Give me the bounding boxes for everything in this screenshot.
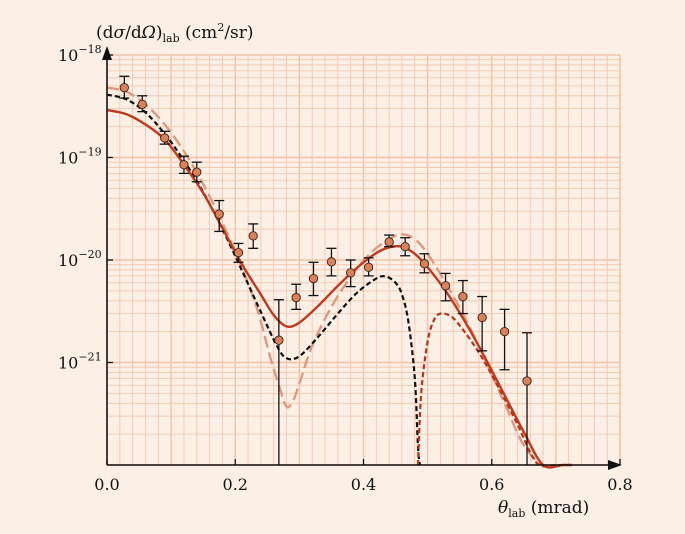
data-point <box>137 95 148 113</box>
data-point <box>363 257 374 277</box>
data-marker <box>308 273 319 284</box>
data-marker <box>179 160 189 170</box>
data-marker <box>160 133 170 143</box>
data-point <box>384 234 395 248</box>
y-tick-label: 10−19 <box>58 146 102 168</box>
data-marker <box>384 237 394 247</box>
data-point <box>214 199 225 233</box>
y-axis-arrow <box>102 46 112 60</box>
data-point <box>457 279 468 315</box>
data-point <box>191 161 202 183</box>
data-point <box>248 223 259 249</box>
data-point <box>326 247 337 277</box>
data-point <box>477 295 488 352</box>
data-marker <box>137 99 147 110</box>
data-marker <box>440 281 451 291</box>
data-point <box>499 308 510 371</box>
y-tick-label: 10−21 <box>58 351 102 373</box>
data-point <box>345 259 356 288</box>
data-point <box>308 261 319 297</box>
x-axis-label: θlab (mrad) <box>498 498 589 520</box>
data-marker <box>499 326 510 337</box>
data-marker <box>400 241 410 252</box>
data-marker <box>419 259 430 269</box>
tick-labels: 0.0 0.2 0.4 0.6 0.8 10−18 10−19 10−20 10−21 <box>58 43 633 494</box>
data-marker <box>119 83 129 93</box>
x-tick-label: 0.2 <box>223 475 248 494</box>
axes <box>102 46 622 470</box>
curve-dashed-red <box>416 312 569 468</box>
data-point <box>522 332 533 465</box>
x-tick-label: 0.0 <box>94 475 119 494</box>
data-point <box>440 272 451 302</box>
data-marker <box>274 335 284 345</box>
data-marker <box>233 247 244 258</box>
data-marker <box>522 376 532 386</box>
data-marker <box>291 292 301 303</box>
data-marker <box>248 231 258 241</box>
data-point <box>119 75 130 99</box>
data-point <box>233 242 244 263</box>
data-marker <box>214 209 224 219</box>
data-marker <box>477 312 487 323</box>
x-tick-label: 0.8 <box>607 475 632 494</box>
data-point <box>159 130 170 145</box>
x-tick-label: 0.4 <box>351 475 376 494</box>
data-point <box>291 283 302 311</box>
data-marker <box>458 291 468 302</box>
data-marker <box>363 262 374 272</box>
grid <box>107 54 621 466</box>
x-tick-label: 0.6 <box>479 475 504 494</box>
y-tick-label: 10−20 <box>58 248 102 270</box>
x-axis-arrow <box>608 460 622 470</box>
data-points <box>119 75 533 465</box>
data-point <box>273 299 284 465</box>
y-axis-label: (dσ/dΩ)lab (cm2/sr) <box>96 21 254 45</box>
data-marker <box>192 167 202 177</box>
data-marker <box>346 268 356 278</box>
data-marker <box>326 257 337 267</box>
data-point <box>419 253 430 274</box>
data-point <box>178 155 189 175</box>
data-point <box>400 237 411 257</box>
curve-solid <box>106 108 572 469</box>
y-tick-label: 10−18 <box>58 43 102 65</box>
